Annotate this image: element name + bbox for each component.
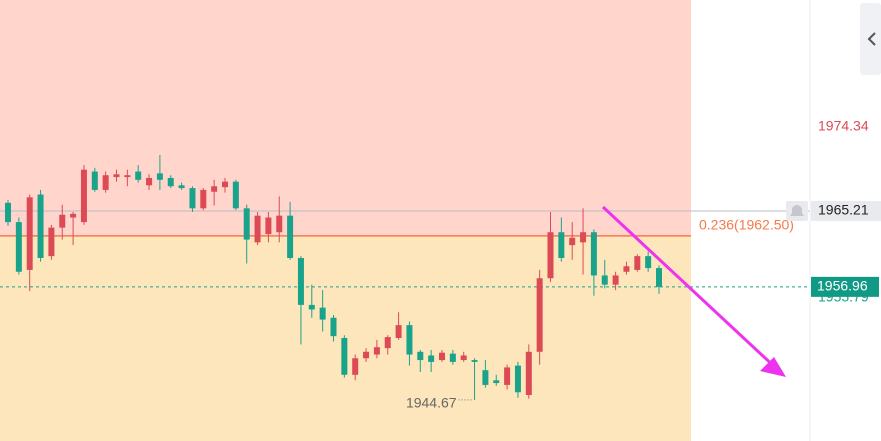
candle-body [460,355,467,361]
candle-body [156,173,163,180]
candle-body [243,208,250,240]
candle-body [590,232,597,276]
candle-body [406,325,413,355]
candle-body [308,304,315,310]
candle-body [493,380,500,384]
candle-body [102,175,109,190]
candle-body [352,358,359,375]
candle-body [569,237,576,246]
candle-body [384,337,391,349]
candle-body [536,278,543,352]
candle-body [297,257,304,305]
candle-body [80,169,87,223]
current-price-box [811,276,879,297]
candle-body [580,232,587,243]
candle-body [211,186,218,192]
candle-body [287,215,294,258]
candle-body [113,174,120,178]
candle-body [15,222,22,272]
candle-body [200,189,207,209]
candle-body [26,197,33,270]
candle-body [558,232,565,258]
upper-price-label: 1974.34 [818,118,869,134]
candle-body [428,355,435,362]
candle-body [37,194,44,258]
candle-body [439,352,445,361]
candle-body [363,351,370,359]
candle-body [656,268,662,287]
candle-body [91,171,98,190]
candle-body [330,317,337,337]
candle-body [254,215,261,243]
candle-body [59,214,66,228]
candle-body [341,337,348,375]
candle-body [482,370,489,385]
bell-icon [790,204,804,216]
alert-price-label: 1965.21 [818,202,869,218]
trend-arrow [601,205,780,372]
candle-body [395,325,402,338]
candle-body [525,351,532,396]
candle-body [265,217,272,235]
zones: 0.236(1962.50) [0,0,810,441]
candle-body [124,175,131,178]
plot: 1944.67 [5,154,662,411]
candle-body [135,171,142,180]
candle-body [5,202,11,223]
candle-body [547,232,554,279]
trend-arrow-head [760,357,786,377]
candle-body [222,181,228,188]
candle-body [504,367,511,385]
candle-body [514,365,521,393]
candle-body [167,177,174,187]
zone-above [0,0,691,236]
current-price-label: 1956.96 [817,278,868,294]
candle-body [471,360,478,362]
candle-body [178,185,185,189]
candle-body [189,188,196,209]
fib-label: 0.236(1962.50) [699,217,794,233]
candle-body [319,307,326,320]
candle-body [48,227,55,257]
collapse-tab[interactable] [860,3,881,75]
candle-body [276,215,283,233]
collapse-icon[interactable] [867,32,876,46]
candle-body [232,181,239,209]
candle-body [601,275,608,285]
candle-body [634,256,641,270]
alert-price-box [811,200,881,221]
candle-body [612,275,619,285]
candle-body [417,351,424,361]
candle-body [449,353,456,362]
candle-body [645,256,652,269]
candle-body [146,177,153,186]
candle-body [70,213,77,218]
candle-body [623,266,630,272]
low-label: 1944.67 [406,395,457,411]
candle-body [373,347,380,355]
